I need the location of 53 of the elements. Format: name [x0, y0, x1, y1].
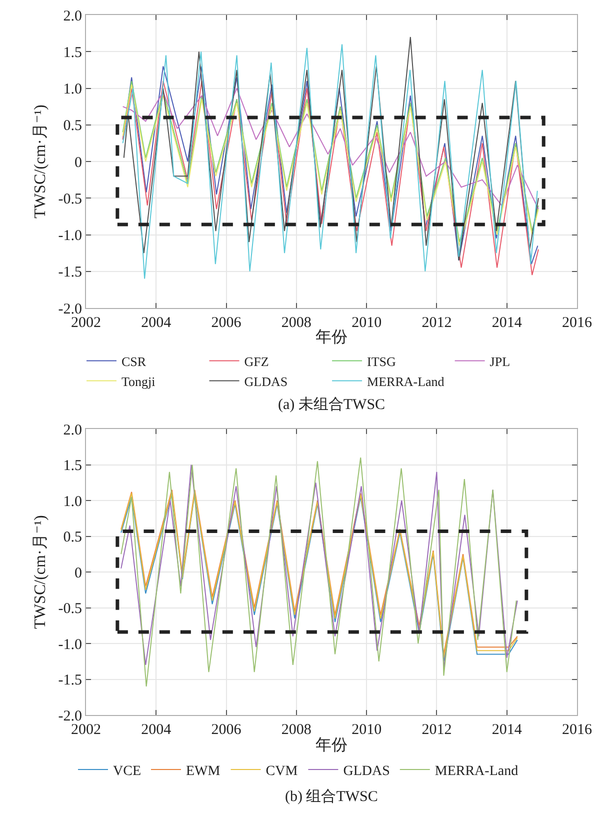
legend-label: GLDAS: [343, 764, 390, 779]
x-tick-label: 2014: [492, 315, 522, 331]
y-tick-label: 0: [74, 565, 82, 582]
x-tick-label: 2010: [352, 722, 382, 738]
x-tick-label: 2012: [422, 722, 452, 738]
y-tick-label: 2.0: [63, 8, 82, 24]
legend-label: JPL: [490, 354, 510, 369]
y-tick-label: -1.5: [58, 672, 82, 688]
y-tick-label: 0: [74, 154, 82, 171]
y-tick-label: 1.0: [63, 494, 82, 510]
legend-label: MERRA-Land: [367, 374, 445, 389]
legend-label: CVM: [266, 764, 298, 779]
x-tick-label: 2004: [141, 315, 172, 331]
x-axis-title: 年份: [316, 328, 348, 346]
x-tick-label: 2012: [422, 315, 452, 331]
y-axis-title: TWSC/(cm·月⁻¹): [32, 104, 50, 218]
y-tick-label: 1.0: [63, 82, 82, 98]
text: (b) 组合TWSC: [285, 788, 378, 805]
y-tick-label: 2.0: [63, 422, 82, 438]
y-axis-title: TWSC/(cm·月⁻¹): [32, 515, 50, 629]
y-tick-label: 1.5: [63, 458, 82, 474]
x-axis-title: 年份: [316, 736, 348, 754]
y-tick-label: -2.0: [58, 301, 82, 318]
x-tick-label: 2016: [562, 315, 592, 331]
x-tick-label: 2008: [281, 722, 312, 738]
x-tick-label: 2014: [492, 722, 522, 738]
y-tick-label: 1.5: [63, 44, 82, 61]
legend-label: MERRA-Land: [434, 764, 518, 779]
legend-label: VCE: [113, 764, 141, 779]
legend-label: GLDAS: [244, 374, 288, 389]
y-tick-label: -1.0: [58, 636, 82, 653]
legend-label: EWM: [186, 764, 221, 779]
y-tick-label: 0.5: [63, 118, 82, 134]
x-tick-label: 2016: [562, 722, 592, 738]
y-tick-label: -2.0: [58, 708, 82, 724]
y-tick-label: -1.0: [58, 228, 82, 244]
y-tick-label: -0.5: [58, 601, 82, 617]
line-series: [122, 88, 539, 210]
x-tick-label: 2004: [141, 722, 172, 738]
x-tick-label: 2002: [71, 315, 101, 331]
y-tick-label: 0.5: [63, 530, 82, 546]
x-tick-label: 2008: [281, 315, 312, 331]
legend-label: Tongji: [122, 374, 156, 389]
x-tick-label: 2006: [211, 722, 242, 738]
x-tick-label: 2006: [211, 315, 242, 331]
legend-label: CSR: [122, 354, 146, 369]
legend-label: ITSG: [367, 354, 396, 369]
x-tick-label: 2010: [352, 315, 382, 331]
y-tick-label: -1.5: [58, 264, 82, 281]
text: (a) 未组合TWSC: [278, 396, 386, 413]
legend-label: GFZ: [244, 354, 269, 369]
y-tick-label: -0.5: [58, 191, 82, 208]
x-tick-label: 2002: [71, 722, 101, 738]
